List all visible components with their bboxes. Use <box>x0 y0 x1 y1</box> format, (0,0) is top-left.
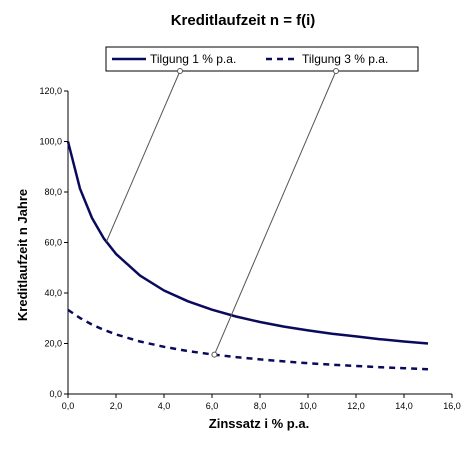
x-axis-label: Zinssatz i % p.a. <box>209 416 309 431</box>
x-tick-label: 0,0 <box>62 401 75 411</box>
x-tick-label: 4,0 <box>158 401 171 411</box>
leader-end-marker <box>211 351 218 358</box>
series-line-2 <box>67 308 429 371</box>
y-tick-label: 0,0 <box>49 389 62 399</box>
chart-title: Kreditlaufzeit n = f(i) <box>171 12 316 29</box>
x-tick-label: 14,0 <box>395 401 413 411</box>
leader-end-marker <box>177 68 183 74</box>
x-tick-label: 10,0 <box>299 401 317 411</box>
legend-leader-line-2 <box>213 70 337 355</box>
leader-end-marker <box>333 68 339 74</box>
y-tick-label: 100,0 <box>39 137 62 147</box>
y-tick-label: 80,0 <box>44 187 62 197</box>
legend-label-2: Tilgung 3 % p.a. <box>302 52 388 66</box>
y-tick-label: 20,0 <box>44 339 62 349</box>
x-tick-label: 6,0 <box>206 401 219 411</box>
x-tick-label: 16,0 <box>443 401 461 411</box>
y-tick-label: 40,0 <box>44 288 62 298</box>
x-tick-label: 12,0 <box>347 401 365 411</box>
series-line-1 <box>66 141 429 345</box>
x-tick-label: 2,0 <box>110 401 123 411</box>
legend-leader-line-1 <box>105 70 181 242</box>
x-tick-label: 8,0 <box>254 401 267 411</box>
y-tick-label: 120,0 <box>39 86 62 96</box>
legend-label-1: Tilgung 1 % p.a. <box>150 52 236 66</box>
y-axis-label: Kreditlaufzeit n Jahre <box>15 189 30 321</box>
y-tick-label: 60,0 <box>44 238 62 248</box>
legend <box>105 46 419 72</box>
